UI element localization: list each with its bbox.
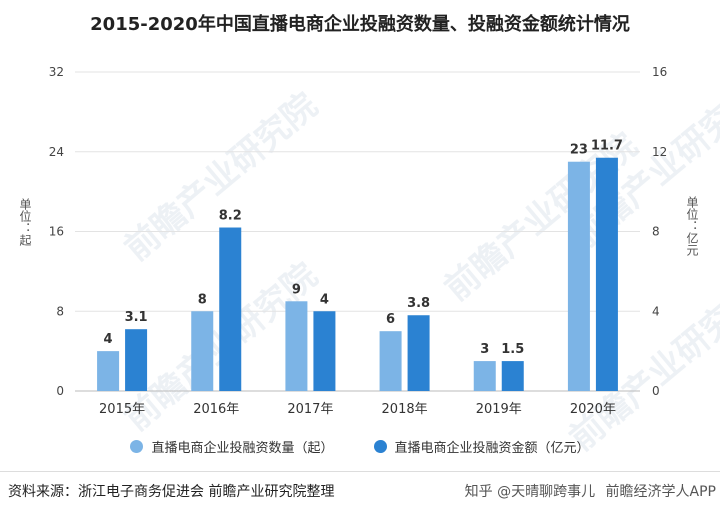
legend: 直播电商企业投融资数量（起） 直播电商企业投融资金额（亿元）: [0, 437, 720, 456]
right-tick-label: 12: [652, 145, 667, 159]
data-label-amount: 4: [320, 292, 329, 307]
right-tick-label: 8: [652, 225, 660, 239]
data-label-count: 6: [386, 312, 395, 327]
left-tick-label: 16: [49, 225, 64, 239]
bar-amount: [313, 311, 336, 391]
legend-label-count: 直播电商企业投融资数量（起）: [151, 441, 334, 456]
x-tick-label: 2017年: [287, 402, 333, 417]
left-tick-label: 8: [56, 304, 64, 318]
data-label-count: 8: [198, 292, 207, 307]
credit-zhihu: 知乎 @天晴聊跨事儿: [464, 484, 596, 500]
right-tick-label: 0: [652, 384, 660, 398]
left-tick-label: 0: [56, 384, 64, 398]
data-label-amount: 3.8: [407, 296, 430, 311]
data-label-amount: 11.7: [591, 139, 623, 154]
bar-count: [379, 331, 402, 391]
right-tick-label: 16: [652, 65, 667, 79]
x-tick-label: 2018年: [382, 402, 428, 417]
x-tick-label: 2015年: [99, 402, 145, 417]
footer-divider: [0, 471, 720, 472]
legend-item-amount: 直播电商企业投融资金额（亿元）: [373, 437, 590, 456]
legend-item-count: 直播电商企业投融资数量（起）: [130, 437, 334, 456]
x-tick-label: 2016年: [193, 402, 239, 417]
data-label-amount: 3.1: [125, 310, 148, 325]
data-label-count: 3: [480, 342, 489, 357]
right-tick-label: 4: [652, 304, 660, 318]
source-note: 资料来源：浙江电子商务促进会 前瞻产业研究院整理: [8, 484, 335, 500]
data-label-count: 4: [104, 332, 113, 347]
bar-amount: [125, 329, 148, 391]
bar-amount: [407, 315, 430, 391]
x-tick-label: 2019年: [476, 402, 522, 417]
left-tick-label: 24: [49, 145, 64, 159]
bar-count: [567, 161, 590, 391]
bar-chart: 0 8 16 24 32 0 4 8 12 16 4 3.1 2015年 8 8.2 2016年 9 4 2017年…: [49, 65, 668, 417]
bar-count: [473, 361, 496, 391]
credit-note: 知乎 @天晴聊跨事儿 前瞻经济学人APP: [465, 481, 716, 501]
data-label-amount: 1.5: [501, 342, 524, 357]
bar-amount: [219, 227, 242, 391]
right-axis-label: 单位：亿元: [685, 196, 699, 256]
bar-amount: [501, 361, 524, 391]
bar-count: [97, 351, 120, 391]
bar-amount: [595, 157, 618, 391]
data-label-amount: 8.2: [219, 209, 242, 224]
legend-label-amount: 直播电商企业投融资金额（亿元）: [394, 441, 590, 456]
legend-swatch-amount: [373, 440, 387, 453]
left-tick-label: 32: [49, 65, 64, 79]
data-label-count: 9: [292, 282, 301, 297]
x-tick-label: 2020年: [570, 402, 616, 417]
credit-app: 前瞻经济学人APP: [605, 484, 716, 500]
data-label-count: 23: [570, 143, 588, 158]
bar-count: [191, 311, 214, 391]
legend-swatch-count: [130, 440, 144, 453]
left-axis-label: 单位：起: [18, 198, 32, 246]
bar-count: [285, 301, 308, 391]
chart-title: 2015-2020年中国直播电商企业投融资数量、投融资金额统计情况: [90, 14, 630, 35]
